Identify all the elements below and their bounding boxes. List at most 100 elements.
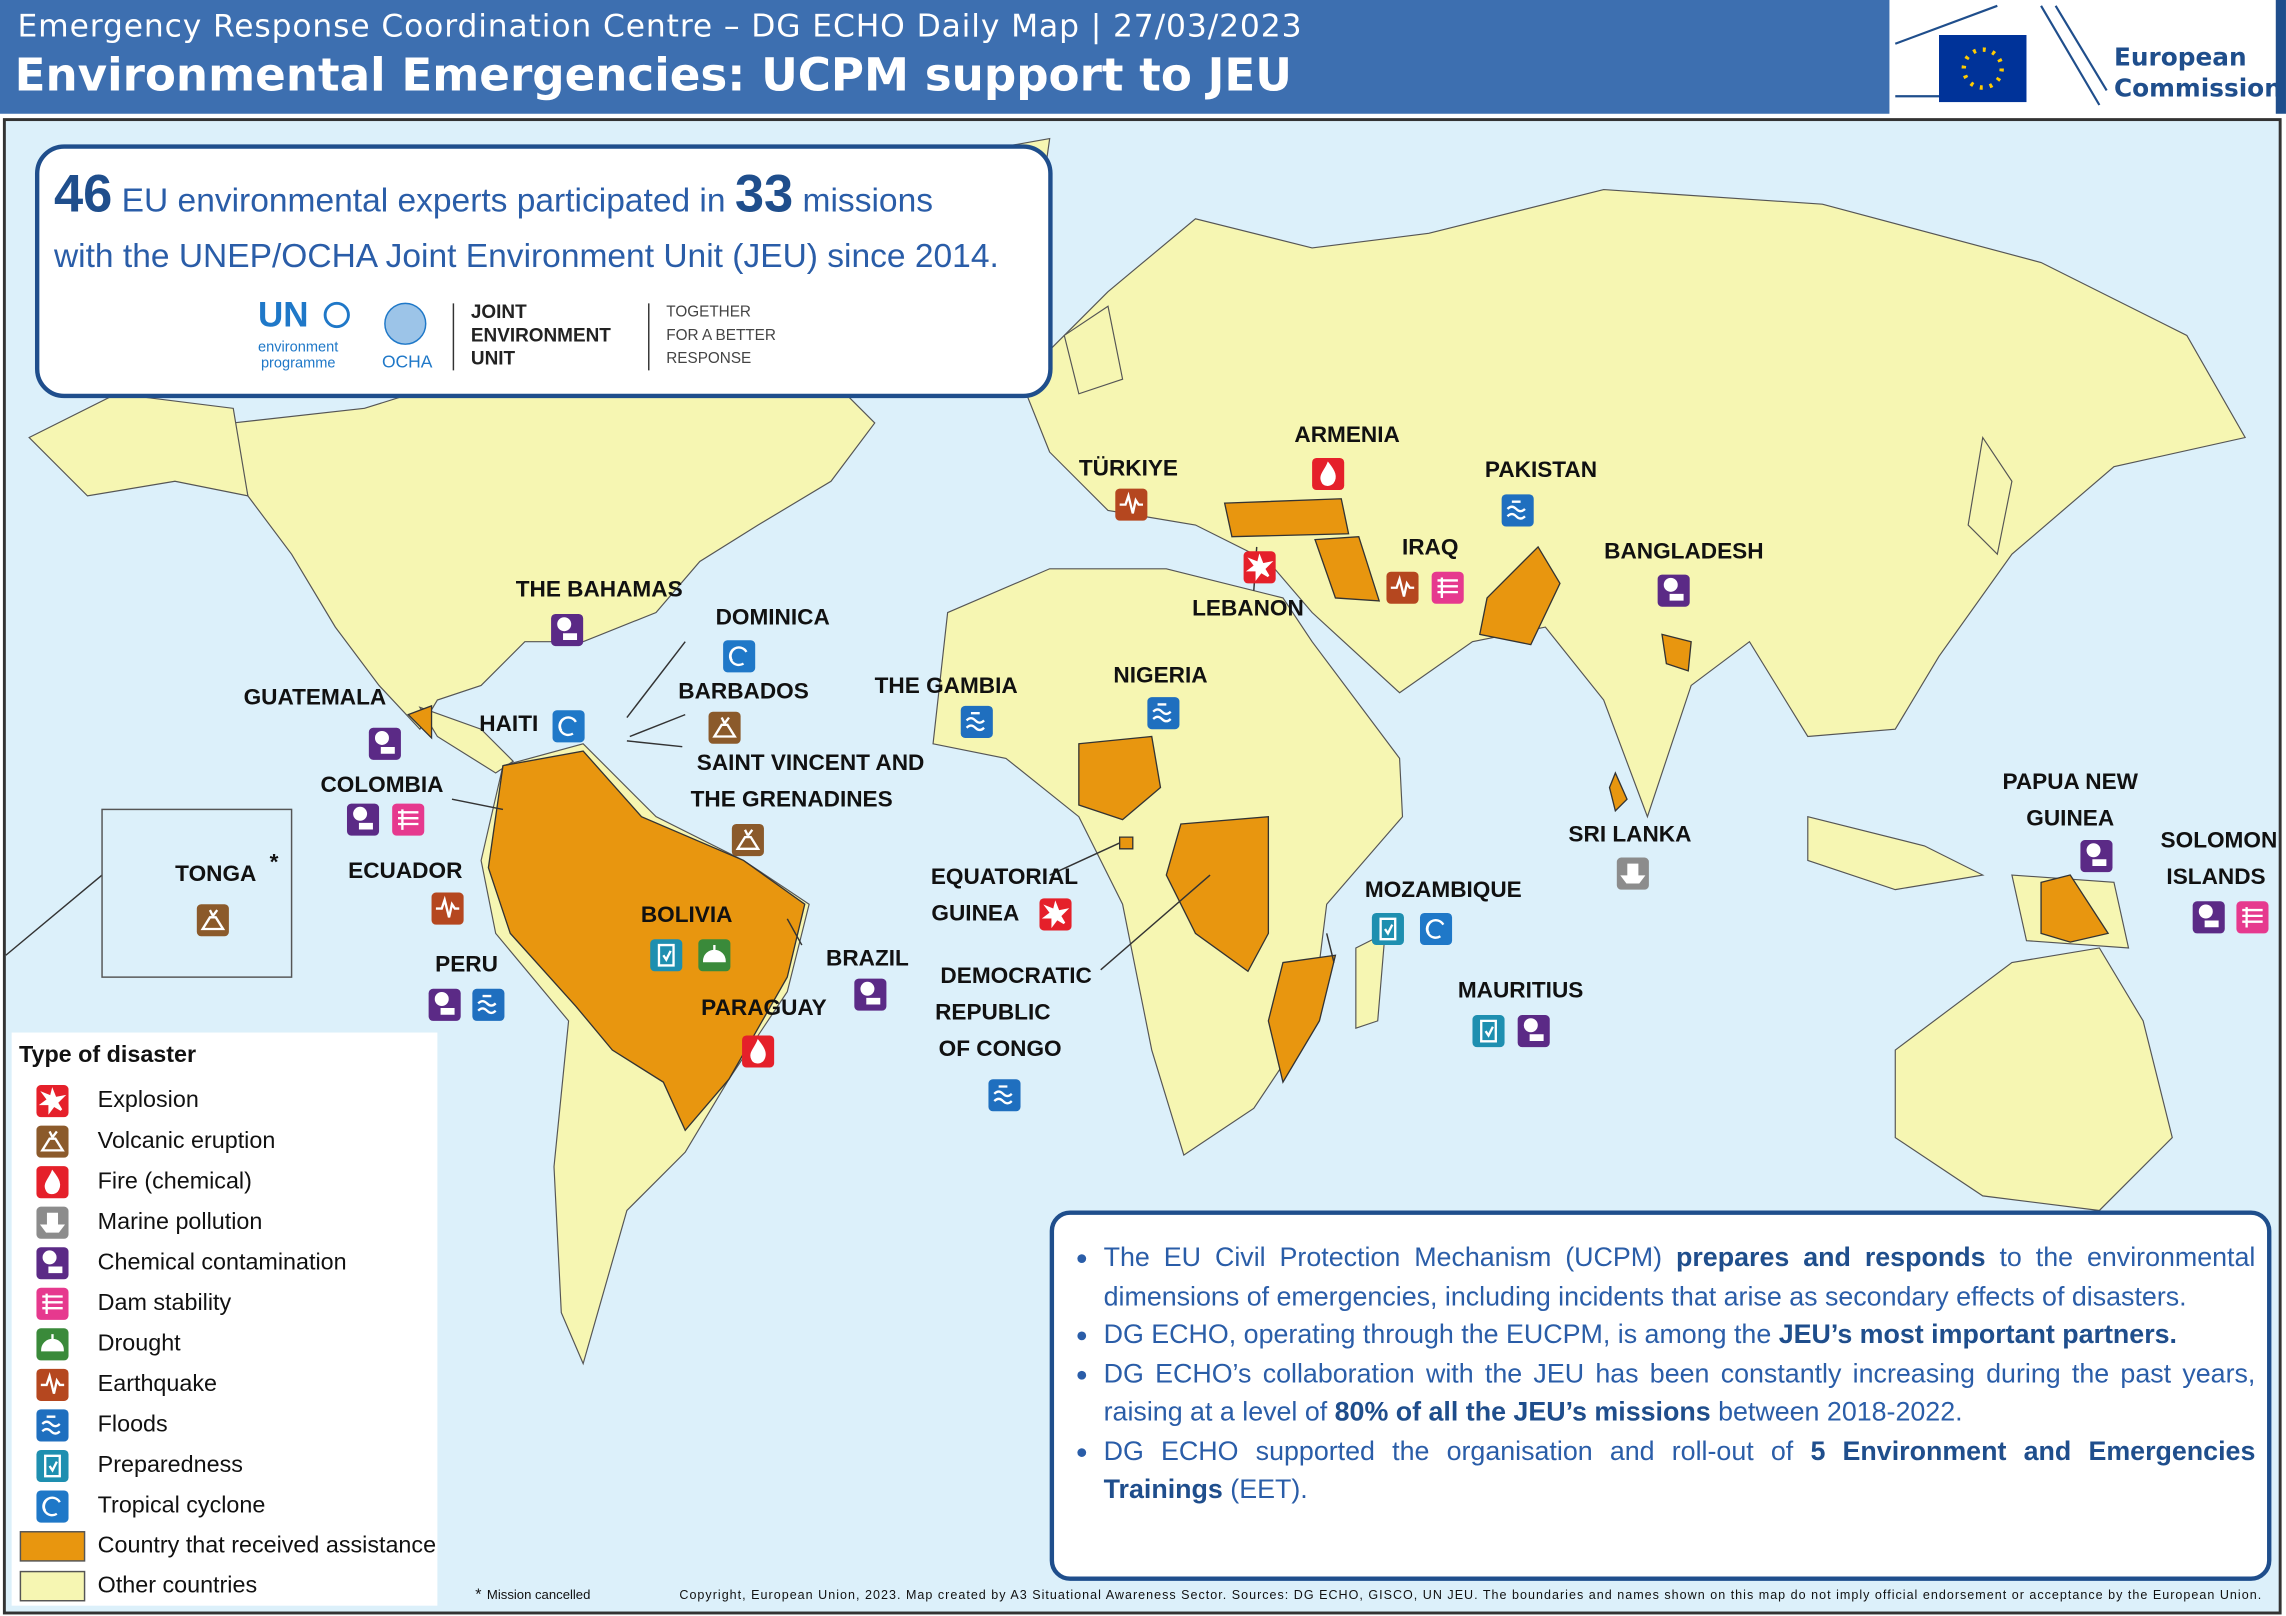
disaster-icon xyxy=(988,1079,1021,1112)
icon-bg xyxy=(723,640,756,673)
country-label: ISLANDS xyxy=(2166,864,2265,889)
country-label: PARAGUAY xyxy=(701,995,827,1020)
icon-glyph xyxy=(200,909,226,931)
bullet: DG ECHO, operating through the EUCPM, is… xyxy=(1104,1315,2256,1354)
eu-stars xyxy=(1961,47,2004,90)
disaster-icon xyxy=(472,988,505,1021)
country-label: TONGA xyxy=(175,861,256,886)
icon-bg xyxy=(196,904,229,937)
logo-text: environment xyxy=(258,339,338,355)
icon-bg xyxy=(2236,901,2269,934)
icon-bg xyxy=(1431,571,1464,604)
disaster-icon xyxy=(368,727,401,760)
disaster-icon xyxy=(698,939,731,972)
legend-label: Earthquake xyxy=(98,1370,217,1396)
disaster-icon xyxy=(552,710,585,743)
logo-text: TOGETHER xyxy=(666,303,751,320)
icon-glyph xyxy=(1620,863,1646,884)
bullet-text: The EU Civil Protection Mechanism (UCPM) xyxy=(1103,1241,1676,1272)
footnote-mark: * xyxy=(475,1586,481,1604)
icon-glyph xyxy=(728,646,748,667)
disaster-icon xyxy=(346,803,380,836)
bullet-text: DG ECHO, operating through the EUCPM, is… xyxy=(1103,1318,1779,1350)
leader xyxy=(1100,874,1211,971)
stat-number: 46 xyxy=(53,163,113,224)
icon-glyph xyxy=(1379,917,1397,941)
logo-text: programme xyxy=(261,356,336,372)
icon-glyph xyxy=(44,1454,61,1478)
icon-bg xyxy=(552,710,585,743)
icon-glyph xyxy=(40,1130,65,1152)
country-label: COLOMBIA xyxy=(320,772,443,797)
country-label: THE GAMBIA xyxy=(875,673,1018,698)
icon-glyph xyxy=(993,1085,1013,1105)
icon-glyph xyxy=(353,806,373,830)
country-label: EQUATORIAL xyxy=(931,864,1078,889)
icon-glyph xyxy=(39,1212,66,1233)
disaster-icon xyxy=(1419,912,1453,946)
legend-icon xyxy=(36,1125,69,1158)
disaster-icon xyxy=(1501,494,1534,527)
disaster-icon xyxy=(742,1035,775,1068)
disaster-icon xyxy=(1243,551,1276,584)
legend-icon xyxy=(36,1085,69,1118)
icon-glyph xyxy=(1425,919,1445,939)
icon-glyph xyxy=(860,981,881,1005)
disaster-icon xyxy=(1517,1015,1550,1048)
logo-mark xyxy=(384,302,427,345)
icon-glyph xyxy=(1523,1018,1544,1042)
disaster-icon xyxy=(551,613,584,647)
country-label: GUINEA xyxy=(931,900,1019,925)
info-box: The EU Civil Protection Mechanism (UCPM)… xyxy=(1049,1210,2272,1581)
assisted-countries xyxy=(407,498,2110,1132)
partner-logos: UN environment programme OCHA JOINT ENVI… xyxy=(258,296,776,372)
disaster-icon xyxy=(731,823,764,857)
leader xyxy=(626,641,686,718)
eu-flag xyxy=(1939,35,2027,103)
legend-label: Fire (chemical) xyxy=(98,1167,252,1193)
legend-icon xyxy=(36,1247,69,1280)
country-label: OF CONGO xyxy=(939,1036,1062,1061)
country-label: THE GRENADINES xyxy=(691,787,893,812)
country-label: TÜRKIYE xyxy=(1079,456,1178,481)
leader xyxy=(5,874,103,956)
disaster-icon xyxy=(392,803,425,836)
bullet-text: 5 Environment and Emergencies Trainings xyxy=(1103,1434,2256,1504)
stat-number: 33 xyxy=(734,163,794,224)
leader xyxy=(1325,933,1335,963)
logo-text: JOINT xyxy=(471,302,527,323)
legend-label: Country that received assistance xyxy=(98,1531,436,1557)
tonga-inset xyxy=(101,808,293,978)
bullet: DG ECHO’s collaboration with the JEU has… xyxy=(1104,1354,2256,1431)
icon-bg xyxy=(36,1287,69,1320)
legend-box xyxy=(11,1032,438,1606)
iraq-shape xyxy=(1314,536,1381,602)
country-label: PERU xyxy=(435,951,498,976)
logo-mark xyxy=(323,301,350,329)
disaster-icon xyxy=(2192,901,2225,934)
icon-glyph xyxy=(657,943,675,967)
icon-glyph xyxy=(1480,1019,1497,1043)
country-label: MAURITIUS xyxy=(1458,978,1583,1003)
legend-icon xyxy=(36,1368,69,1401)
legend-label: Preparedness xyxy=(98,1451,243,1477)
country-label: SAINT VINCENT AND xyxy=(697,750,925,775)
icon-glyph xyxy=(1152,703,1172,723)
icon-glyph xyxy=(374,730,395,754)
bullet: The EU Civil Protection Mechanism (UCPM)… xyxy=(1104,1238,2256,1315)
icon-bg xyxy=(36,1490,69,1523)
eurasia xyxy=(1019,189,2247,819)
country-label: SRI LANKA xyxy=(1568,822,1691,847)
country-label: BOLIVIA xyxy=(641,902,733,927)
icon-glyph xyxy=(40,1371,65,1394)
logo-text: RESPONSE xyxy=(666,350,751,367)
disaster-icon xyxy=(1147,697,1180,730)
disaster-icon xyxy=(1115,488,1148,521)
disaster-icon xyxy=(650,939,683,972)
legend-label: Drought xyxy=(98,1330,181,1356)
country-label: THE BAHAMAS xyxy=(516,577,683,602)
leader xyxy=(1049,842,1120,876)
stats-line: 46 EU environmental experts participated… xyxy=(54,163,933,224)
legend-icon xyxy=(36,1328,69,1361)
icon-glyph xyxy=(42,1250,63,1274)
